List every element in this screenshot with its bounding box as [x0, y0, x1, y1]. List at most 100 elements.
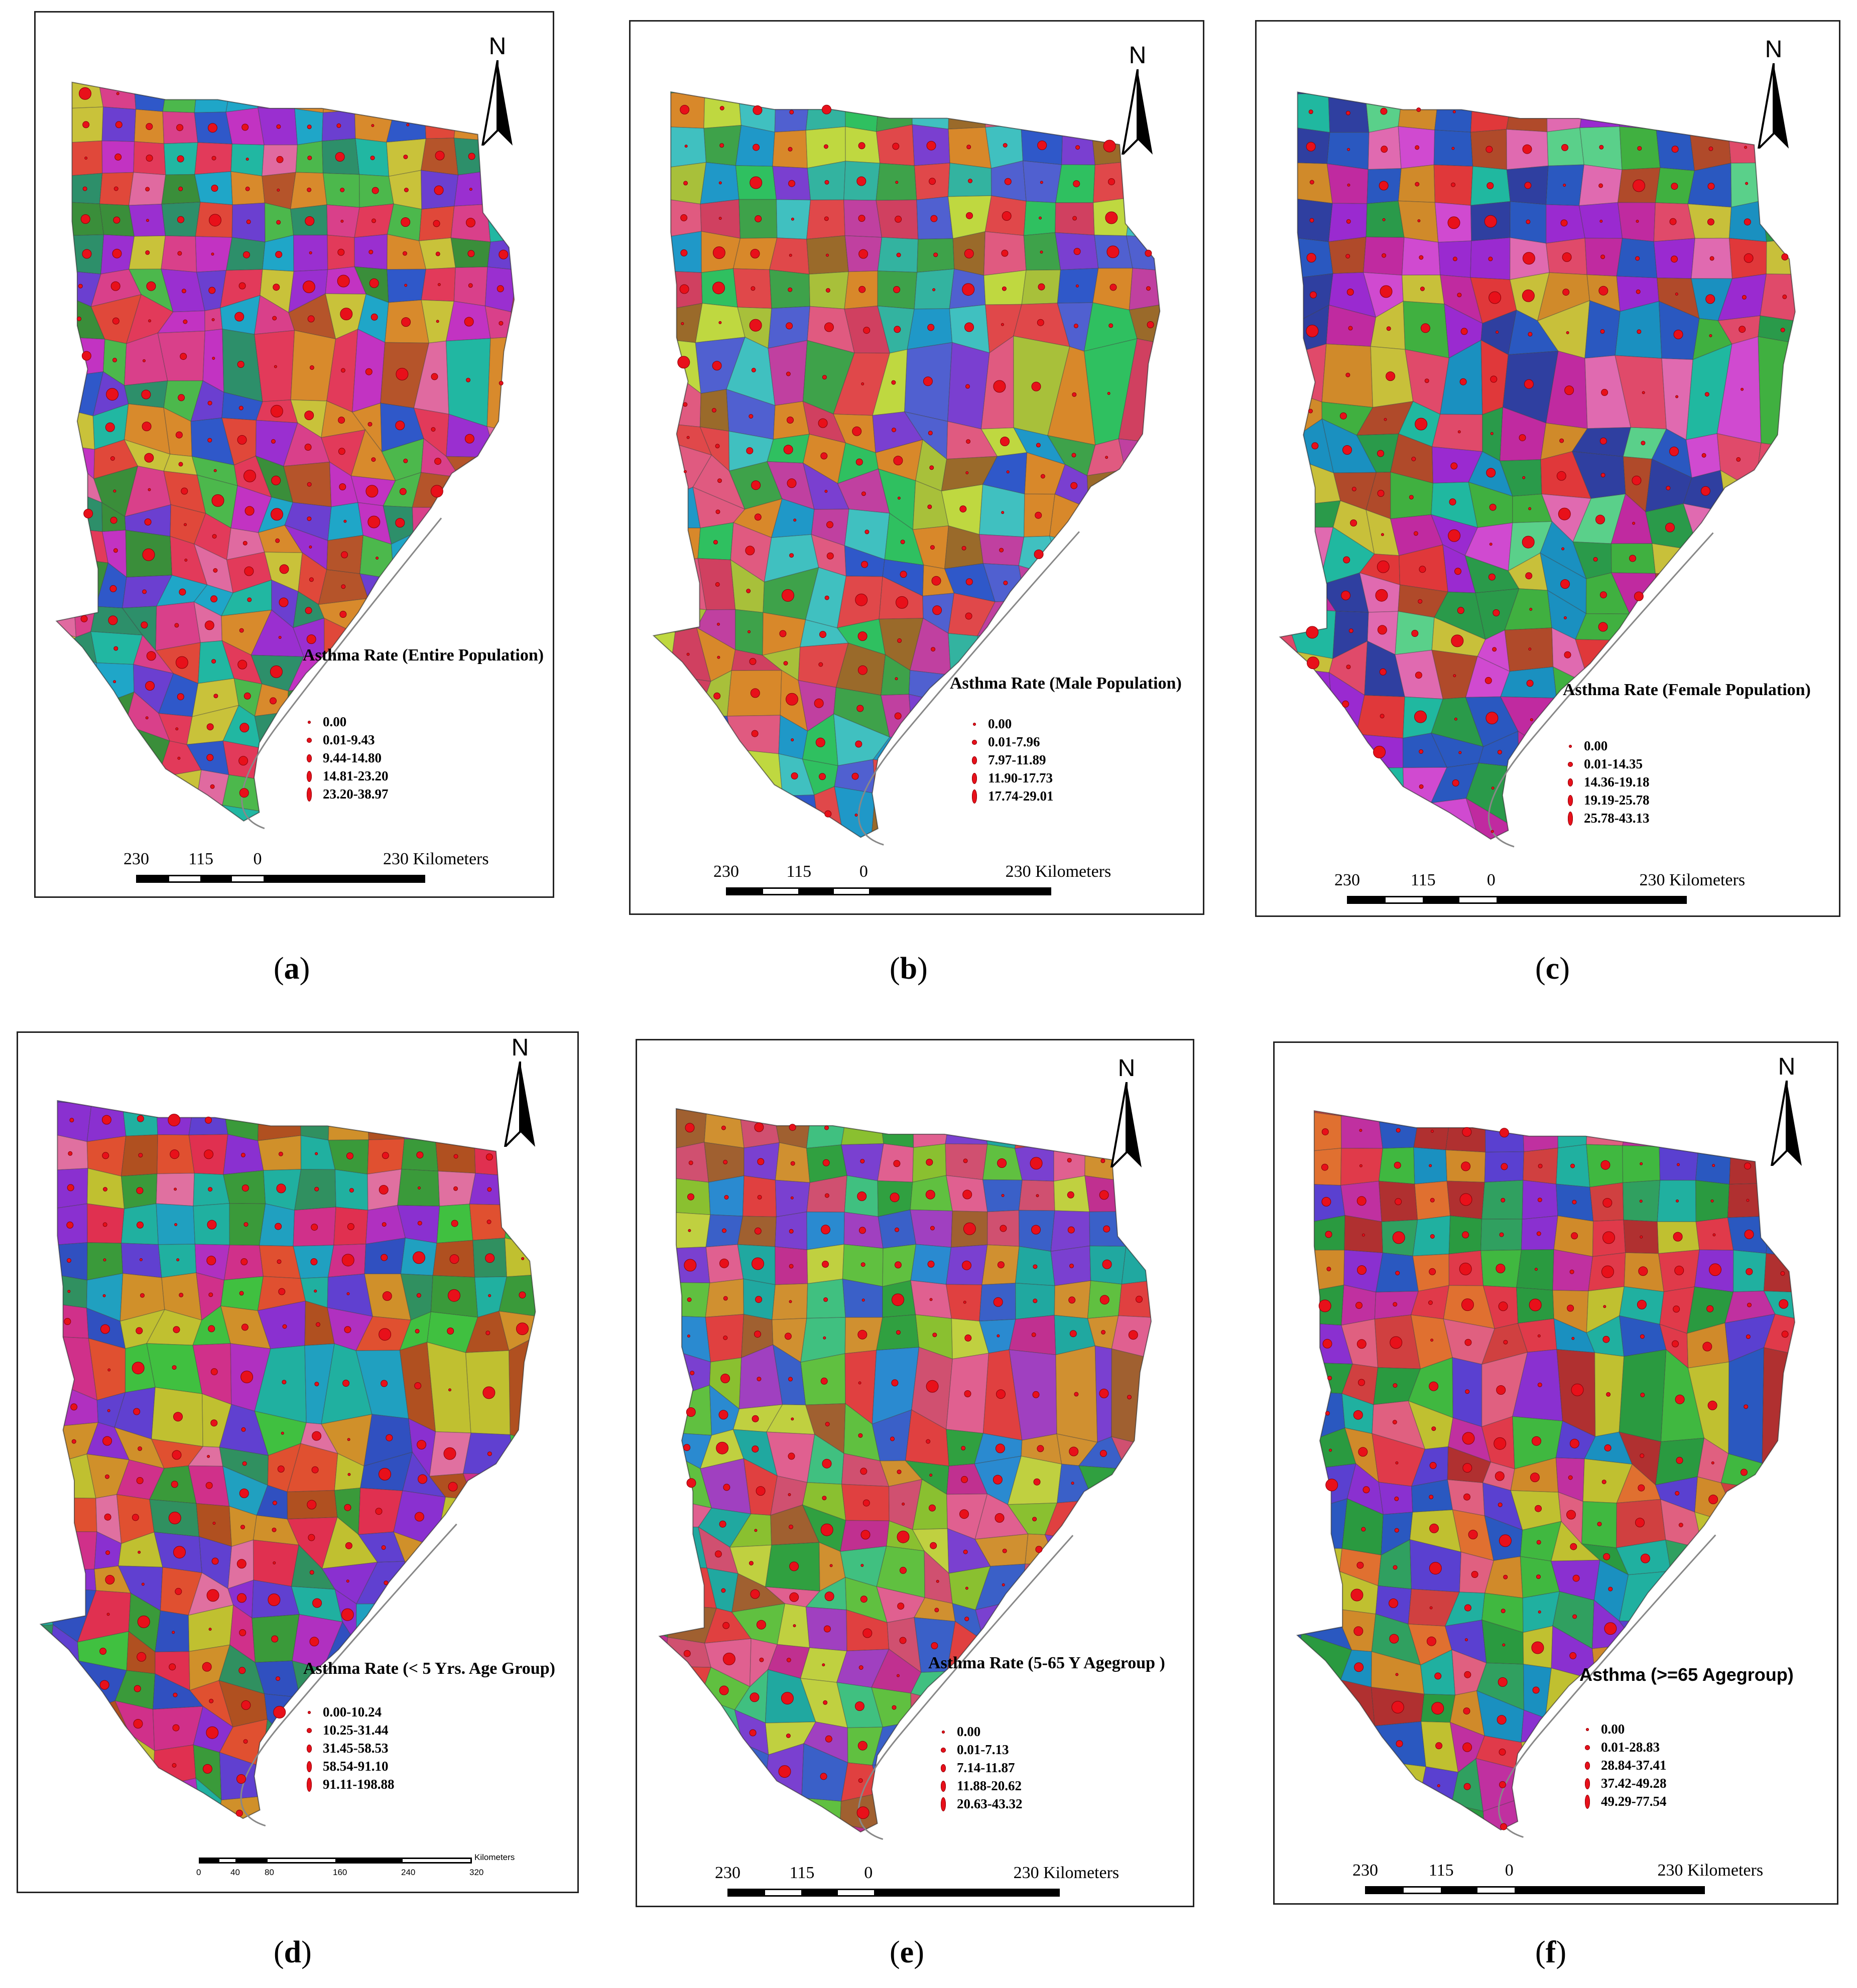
county — [673, 1741, 708, 1780]
asthma-rate-dot — [1001, 323, 1004, 326]
asthma-rate-dot — [902, 1502, 905, 1506]
county — [1280, 668, 1294, 723]
county — [366, 1035, 405, 1071]
asthma-rate-dot — [1633, 179, 1645, 192]
county — [1164, 90, 1205, 133]
county — [1797, 449, 1842, 492]
asthma-rate-dot — [711, 408, 716, 413]
county — [566, 1728, 580, 1765]
asthma-rate-dot — [104, 1513, 111, 1521]
asthma-rate-dot — [892, 143, 900, 150]
asthma-rate-dot — [67, 1184, 74, 1191]
county — [477, 707, 515, 744]
county — [60, 749, 106, 790]
asthma-rate-dot — [930, 1226, 935, 1231]
county — [542, 584, 556, 627]
asthma-rate-dot — [1671, 146, 1679, 153]
county — [391, 42, 424, 74]
county — [1619, 711, 1663, 757]
county — [1156, 1108, 1193, 1145]
county — [540, 1478, 578, 1510]
legend-class: 91.11-198.88 — [307, 1777, 395, 1792]
asthma-rate-dot — [1394, 1528, 1399, 1533]
asthma-rate-dot — [1033, 1264, 1038, 1269]
county — [736, 92, 777, 95]
county — [1766, 780, 1795, 817]
asthma-rate-dot — [1746, 1199, 1750, 1202]
county — [40, 1725, 64, 1763]
county — [1518, 730, 1557, 793]
county — [420, 667, 461, 714]
asthma-rate-dot — [1491, 786, 1495, 790]
asthma-rate-dot — [1067, 1226, 1075, 1234]
county — [1830, 917, 1842, 918]
county — [163, 13, 199, 49]
asthma-rate-dot — [791, 772, 798, 779]
asthma-rate-dot — [172, 1365, 177, 1370]
asthma-rate-dot — [895, 677, 898, 681]
region-outline — [39, 1100, 536, 1819]
county — [1203, 272, 1206, 306]
county — [420, 705, 461, 746]
asthma-rate-dot — [242, 541, 247, 546]
asthma-rate-dot — [1489, 503, 1497, 511]
map-panel-f: N Asthma (>=65 Agegroup) 0.00 0.01-28.83 2… — [1273, 1041, 1838, 1905]
county — [1182, 1793, 1196, 1838]
county — [544, 529, 556, 570]
legend-class-label: 7.97-11.89 — [988, 752, 1046, 767]
asthma-rate-dot — [1600, 254, 1605, 259]
asthma-rate-dot — [1452, 256, 1457, 261]
county — [1129, 505, 1160, 558]
county — [1728, 1043, 1769, 1075]
county — [981, 1108, 1022, 1114]
asthma-rate-dot — [783, 445, 793, 455]
asthma-rate-dot — [268, 1594, 281, 1606]
asthma-rate-dot — [1502, 1643, 1506, 1647]
county — [1769, 1802, 1795, 1830]
asthma-rate-dot — [1347, 183, 1350, 187]
county — [97, 42, 134, 81]
county — [945, 1109, 988, 1145]
asthma-rate-dot — [1321, 1128, 1329, 1136]
county — [396, 1890, 440, 1895]
county — [1545, 1820, 1595, 1830]
legend-class-label: 0.01-7.13 — [957, 1742, 1009, 1757]
asthma-rate-dot — [236, 1559, 246, 1569]
asthma-rate-dot — [966, 212, 973, 219]
asthma-rate-dot — [1744, 1229, 1754, 1239]
asthma-rate-dot — [1780, 1271, 1785, 1276]
asthma-rate-dot — [344, 1326, 351, 1334]
county — [659, 1689, 674, 1745]
asthma-rate-dot — [1392, 1420, 1397, 1424]
asthma-rate-dot — [1099, 1190, 1109, 1200]
county — [1658, 1112, 1699, 1152]
asthma-rate-dot — [719, 1520, 726, 1528]
asthma-rate-dot — [1413, 531, 1418, 536]
asthma-rate-dot — [1343, 556, 1350, 564]
asthma-rate-dot — [930, 1542, 937, 1549]
county — [981, 814, 1031, 838]
asthma-rate-dot — [306, 634, 316, 644]
asthma-rate-dot — [687, 1193, 694, 1201]
legend-class: 17.74-29.01 — [972, 788, 1054, 804]
asthma-rate-dot — [244, 566, 254, 576]
coastline — [240, 1523, 457, 1827]
county — [1834, 1046, 1840, 1079]
county — [1798, 201, 1837, 240]
asthma-rate-dot — [857, 1741, 868, 1751]
county-map — [1296, 1043, 1840, 1838]
county — [1297, 1180, 1312, 1223]
asthma-rate-dot — [1411, 457, 1416, 461]
county — [659, 1248, 674, 1283]
county — [1086, 1815, 1131, 1832]
county — [659, 1279, 673, 1316]
county — [1720, 1621, 1770, 1668]
county — [60, 728, 110, 772]
county — [666, 778, 710, 825]
county — [93, 724, 131, 773]
county — [1793, 1519, 1795, 1576]
county — [1730, 1111, 1766, 1151]
asthma-rate-dot — [210, 784, 215, 789]
asthma-rate-dot — [1675, 395, 1679, 399]
county — [482, 457, 515, 486]
